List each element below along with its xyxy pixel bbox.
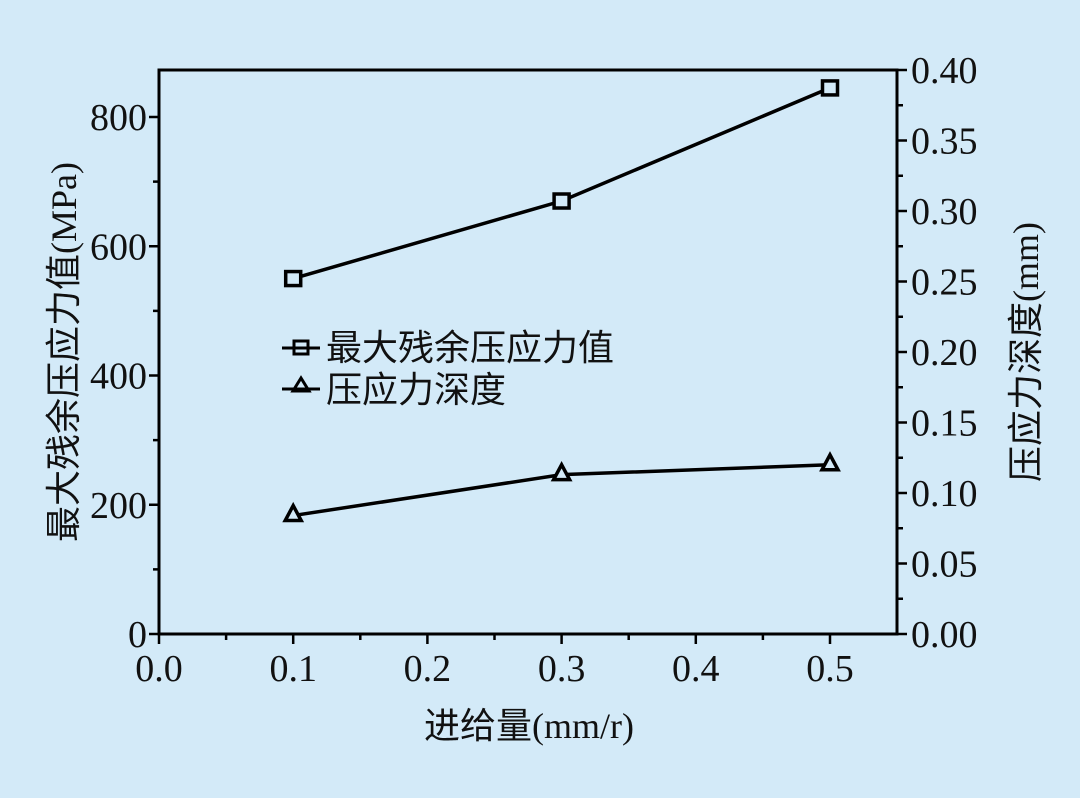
legend-item-depth: 压应力深度 bbox=[282, 370, 506, 410]
square-marker-icon bbox=[292, 339, 310, 356]
left-y-tick-label: 0 bbox=[128, 614, 147, 656]
plot-area bbox=[157, 68, 899, 636]
right-y-axis-title: 压应力深度(mm) bbox=[1006, 222, 1046, 482]
left-y-tick-label: 800 bbox=[90, 97, 147, 139]
x-axis: 0.0 0.1 0.2 0.3 0.4 0.5 bbox=[135, 634, 854, 690]
right-y-tick-label: 0.25 bbox=[911, 262, 978, 304]
x-tick-label: 0.3 bbox=[538, 648, 586, 690]
left-y-tick-label: 200 bbox=[90, 485, 147, 527]
right-y-tick-label: 0.00 bbox=[911, 614, 978, 656]
x-tick-label: 0.4 bbox=[672, 648, 720, 690]
square-marker-icon bbox=[820, 79, 840, 97]
right-y-tick-label: 0.40 bbox=[911, 50, 978, 92]
right-y-tick-label: 0.10 bbox=[911, 473, 978, 515]
triangle-marker-icon bbox=[282, 501, 305, 523]
right-y-tick-label: 0.20 bbox=[911, 332, 978, 374]
square-marker-icon bbox=[283, 269, 303, 288]
series-group bbox=[282, 79, 841, 523]
plot-frame bbox=[157, 68, 899, 636]
legend-label-stress: 最大残余压应力值 bbox=[326, 328, 614, 368]
triangle-marker-icon bbox=[550, 460, 573, 482]
right-y-tick-label: 0.15 bbox=[911, 403, 978, 445]
triangle-marker-icon bbox=[290, 375, 312, 393]
left-y-axis-title: 最大残余压应力值(MPa) bbox=[44, 162, 84, 542]
x-tick-label: 0.0 bbox=[135, 648, 183, 690]
legend-item-stress: 最大残余压应力值 bbox=[282, 328, 614, 368]
left-y-tick-label: 400 bbox=[90, 356, 147, 398]
legend: 最大残余压应力值 压应力深度 bbox=[282, 328, 614, 410]
right-y-tick-label: 0.05 bbox=[911, 544, 978, 586]
x-axis-title: 进给量(mm/r) bbox=[424, 706, 634, 746]
x-tick-label: 0.1 bbox=[269, 648, 317, 690]
left-y-axis: 0 200 400 600 800 bbox=[90, 97, 159, 656]
x-tick-label: 0.5 bbox=[806, 648, 854, 690]
left-y-tick-label: 600 bbox=[90, 226, 147, 268]
square-marker-icon bbox=[552, 192, 571, 210]
x-tick-label: 0.2 bbox=[404, 648, 452, 690]
right-y-axis: 0.00 0.05 0.10 0.15 0.20 0.25 0.30 0.35 0.40 bbox=[897, 50, 978, 656]
right-y-tick-label: 0.35 bbox=[911, 121, 978, 163]
right-y-tick-label: 0.30 bbox=[911, 191, 978, 233]
legend-label-depth: 压应力深度 bbox=[326, 370, 506, 410]
triangle-marker-icon bbox=[819, 451, 841, 472]
